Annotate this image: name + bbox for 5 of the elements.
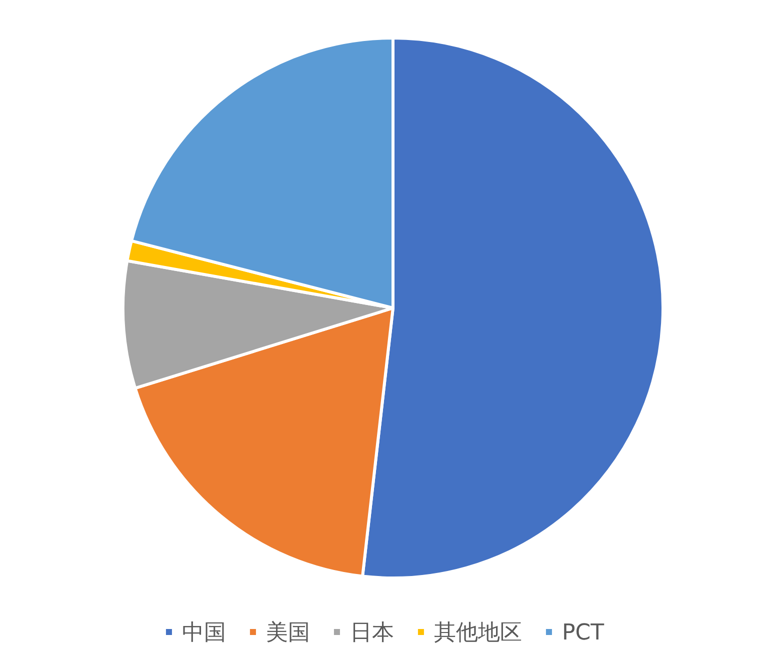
legend-label: 其他地区 xyxy=(434,620,522,646)
legend-label: 中国 xyxy=(182,620,226,646)
legend-label: PCT xyxy=(562,620,605,646)
legend-label: 美国 xyxy=(266,620,310,646)
legend-label: 日本 xyxy=(350,620,394,646)
